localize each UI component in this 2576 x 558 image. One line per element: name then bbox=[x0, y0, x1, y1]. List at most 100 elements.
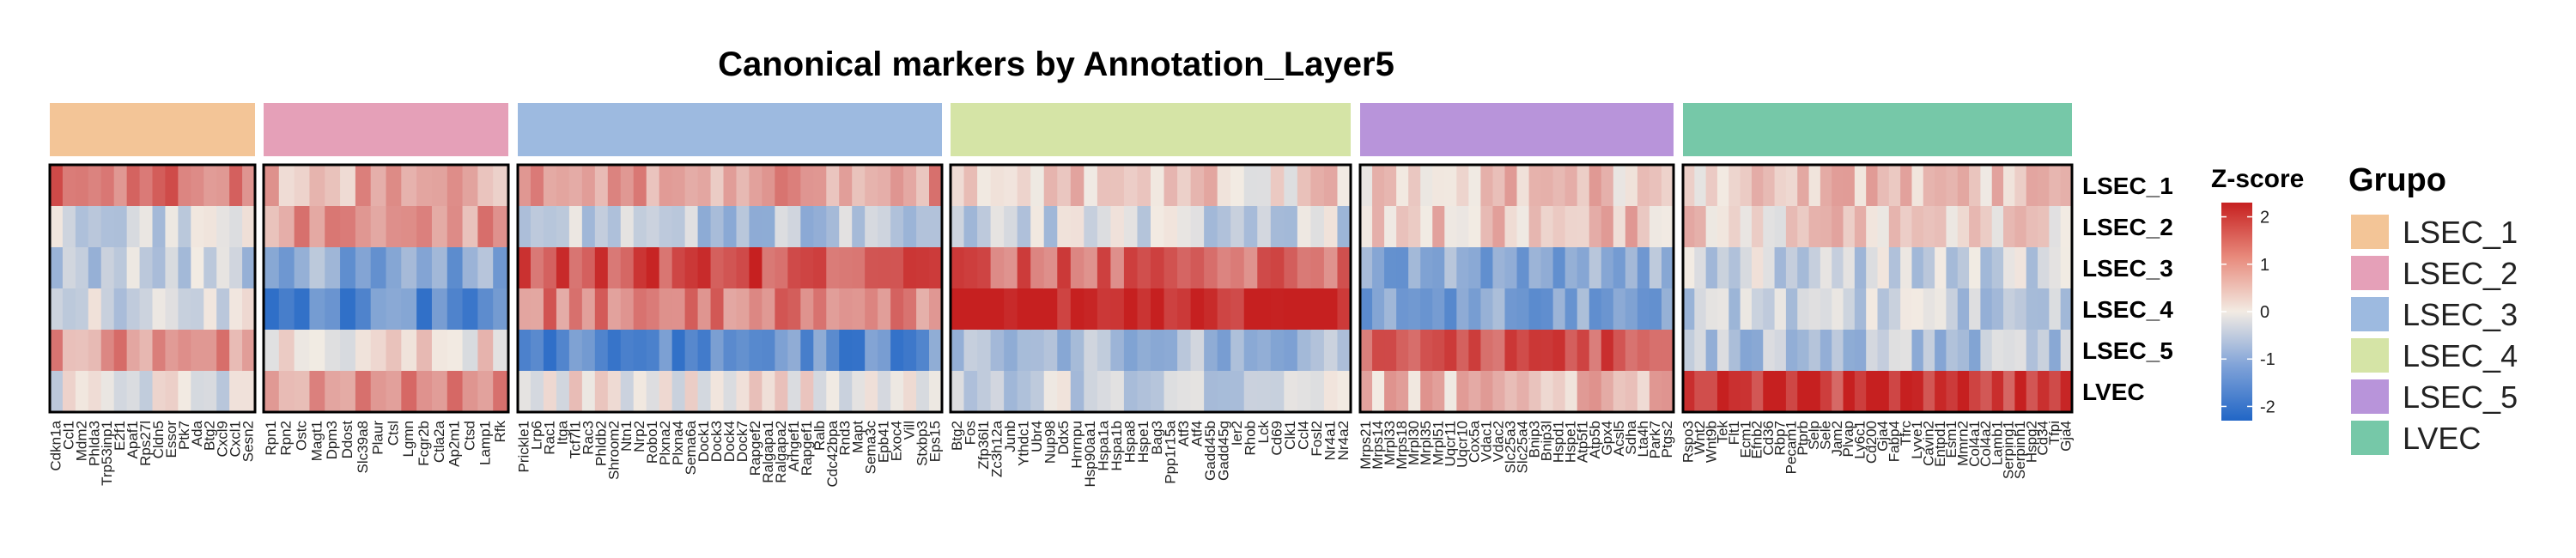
heatmap-cell bbox=[1601, 165, 1614, 207]
heatmap-cell bbox=[749, 206, 763, 248]
heatmap-cell bbox=[620, 165, 635, 207]
heatmap-cell bbox=[787, 330, 801, 372]
column-label: Ctsl bbox=[385, 421, 401, 446]
heatmap-cell bbox=[1257, 330, 1272, 372]
heatmap-cell bbox=[839, 165, 853, 207]
heatmap-cell bbox=[1601, 288, 1614, 331]
column-label: Arhgef1 bbox=[786, 421, 802, 472]
heatmap-cell bbox=[659, 247, 673, 289]
heatmap-cell bbox=[1177, 371, 1192, 413]
heatmap-cell bbox=[216, 206, 230, 248]
heatmap-cell bbox=[659, 330, 673, 372]
heatmap-cell bbox=[1957, 247, 1970, 289]
column-label: Magt1 bbox=[308, 421, 325, 461]
heatmap-cell bbox=[1043, 371, 1058, 413]
heatmap-cell bbox=[1923, 247, 1935, 289]
column-label: Cd34 bbox=[2035, 421, 2051, 456]
heatmap-cell bbox=[990, 330, 1005, 372]
column-label: Plxna4 bbox=[670, 421, 686, 465]
heatmap-cell bbox=[865, 206, 878, 248]
heatmap-cell bbox=[1432, 371, 1445, 413]
heatmap-cell bbox=[1877, 165, 1890, 207]
heatmap-cell bbox=[543, 206, 557, 248]
column-label: Serping1 bbox=[2001, 421, 2017, 479]
column-label: Ppp1r15a bbox=[1162, 420, 1178, 483]
heatmap-cell bbox=[749, 371, 763, 413]
column-label: Hspa8 bbox=[1122, 421, 1139, 463]
heatmap-cell bbox=[1540, 247, 1554, 289]
heatmap-cell bbox=[951, 288, 965, 331]
heatmap-cell bbox=[1204, 247, 1218, 289]
heatmap-cell bbox=[401, 206, 417, 248]
heatmap-cell bbox=[1785, 165, 1798, 207]
heatmap-cell bbox=[1516, 288, 1530, 331]
heatmap-cell bbox=[1552, 165, 1566, 207]
heatmap-cell bbox=[916, 247, 930, 289]
heatmap-cell bbox=[1991, 288, 2004, 331]
heatmap-cell bbox=[264, 371, 280, 413]
heatmap-cell bbox=[1204, 330, 1218, 372]
heatmap-cell bbox=[1820, 247, 1832, 289]
heatmap-cell bbox=[1480, 206, 1494, 248]
heatmap-cell bbox=[1151, 206, 1165, 248]
heatmap-cell bbox=[530, 206, 544, 248]
heatmap-cell bbox=[1284, 247, 1298, 289]
heatmap-cell bbox=[401, 165, 417, 207]
heatmap-cell bbox=[355, 206, 372, 248]
heatmap-cell bbox=[723, 247, 738, 289]
heatmap-cell bbox=[1589, 371, 1602, 413]
heatmap-cell bbox=[1432, 165, 1445, 207]
heatmap-cell bbox=[929, 206, 943, 248]
heatmap-cell bbox=[1137, 330, 1151, 372]
heatmap-cell bbox=[401, 288, 417, 331]
column-label: Ptk7 bbox=[176, 421, 192, 450]
column-label: Mrpl51 bbox=[1430, 421, 1446, 465]
column-label: Gpx4 bbox=[1599, 421, 1615, 456]
heatmap-cell bbox=[1516, 165, 1530, 207]
heatmap-cell bbox=[1877, 288, 1890, 331]
heatmap-cell bbox=[1728, 330, 1741, 372]
heatmap-cell bbox=[1728, 206, 1741, 248]
heatmap-cell bbox=[1270, 206, 1285, 248]
heatmap-cell bbox=[416, 371, 433, 413]
heatmap-cell bbox=[1946, 330, 1959, 372]
heatmap-cell bbox=[340, 371, 356, 413]
heatmap-cell bbox=[697, 206, 712, 248]
heatmap-cell bbox=[990, 371, 1005, 413]
heatmap-cell bbox=[1661, 330, 1674, 372]
heatmap-cell bbox=[1808, 206, 1821, 248]
heatmap-cell bbox=[493, 165, 509, 207]
heatmap-cell bbox=[309, 247, 325, 289]
heatmap-cell bbox=[1843, 247, 1856, 289]
heatmap-cell bbox=[1751, 247, 1764, 289]
heatmap-cell bbox=[493, 247, 509, 289]
heatmap-cell bbox=[216, 247, 230, 289]
column-label: Sdha bbox=[1623, 420, 1639, 454]
heatmap-cell bbox=[2060, 371, 2073, 413]
heatmap-cell bbox=[1360, 330, 1373, 372]
heatmap-cell bbox=[1832, 288, 1844, 331]
heatmap-cell bbox=[2026, 165, 2038, 207]
heatmap-cell bbox=[1694, 206, 1707, 248]
heatmap-cell bbox=[2014, 206, 2027, 248]
heatmap-cell bbox=[1694, 247, 1707, 289]
heatmap-cell bbox=[88, 247, 102, 289]
heatmap-cell bbox=[370, 165, 387, 207]
column-label: Ier2 bbox=[1229, 421, 1245, 446]
heatmap-cell bbox=[2038, 206, 2050, 248]
heatmap-cell bbox=[1151, 247, 1165, 289]
column-label: Rbp7 bbox=[1771, 421, 1788, 456]
heatmap-cell bbox=[50, 206, 64, 248]
heatmap-cell bbox=[878, 247, 891, 289]
heatmap-cell bbox=[1528, 330, 1542, 372]
heatmap-cell bbox=[1070, 165, 1084, 207]
heatmap-cell bbox=[977, 165, 992, 207]
zscore-tick-label: 0 bbox=[2260, 303, 2269, 322]
heatmap-cell bbox=[126, 330, 141, 372]
heatmap-cell bbox=[1649, 247, 1662, 289]
heatmap-cell bbox=[75, 288, 89, 331]
heatmap-cell bbox=[1649, 330, 1662, 372]
heatmap-cell bbox=[1683, 330, 1695, 372]
heatmap-cell bbox=[1217, 165, 1231, 207]
heatmap-cell bbox=[1492, 165, 1506, 207]
